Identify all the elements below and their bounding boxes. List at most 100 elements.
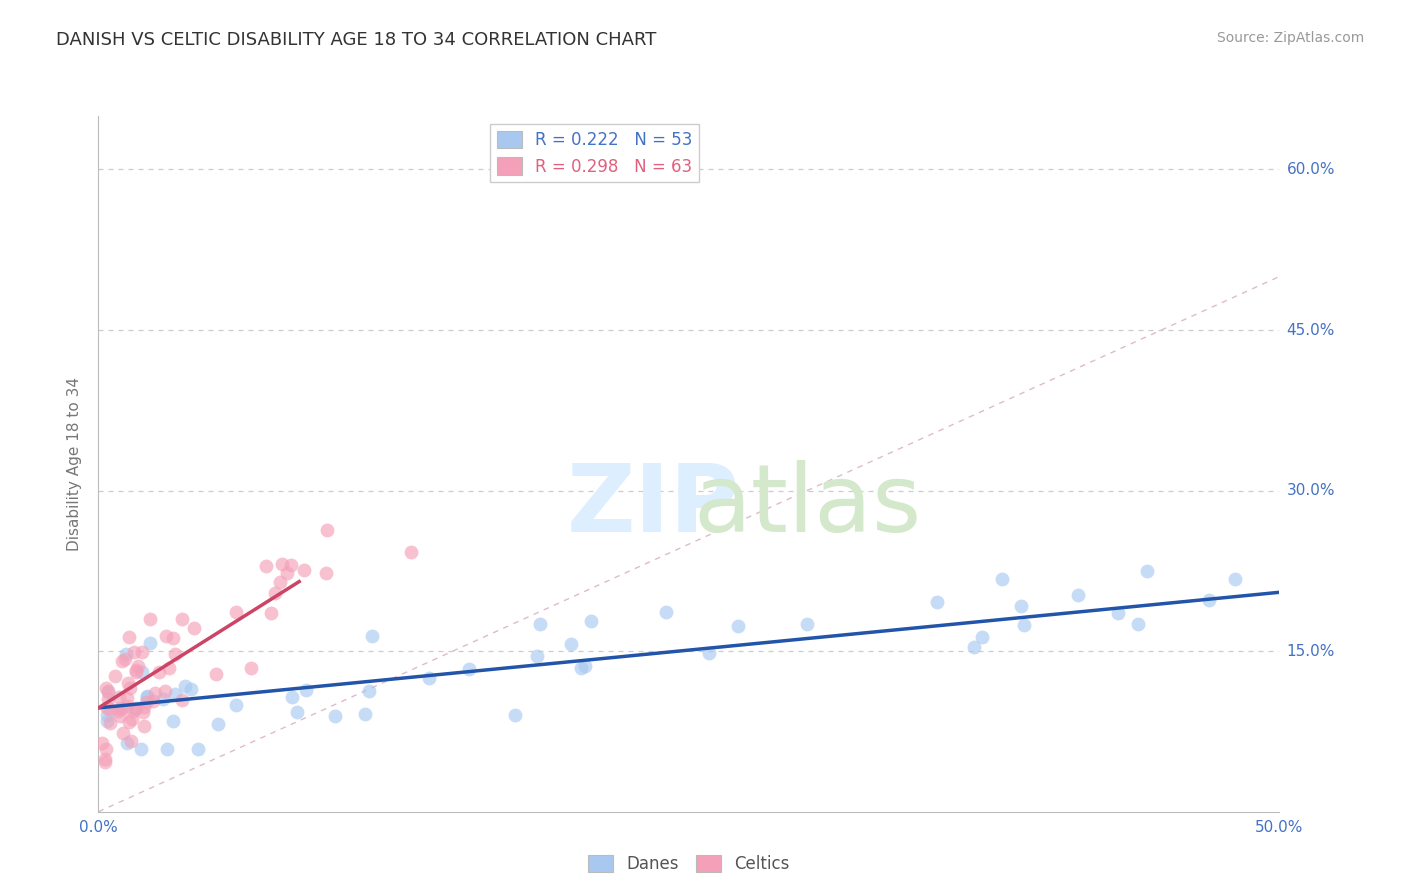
Point: [131, 705, 153, 719]
Point: [295, 683, 318, 698]
Point: [697, 646, 720, 660]
Point: [162, 714, 184, 728]
Point: [163, 687, 186, 701]
Point: [117, 676, 139, 690]
Text: atlas: atlas: [693, 459, 921, 551]
Point: [142, 694, 165, 708]
Point: [115, 691, 138, 706]
Point: [107, 704, 129, 718]
Point: [98, 715, 121, 730]
Text: 15.0%: 15.0%: [1286, 644, 1334, 658]
Point: [991, 572, 1014, 586]
Point: [97, 685, 120, 699]
Point: [927, 595, 949, 609]
Point: [1066, 588, 1088, 602]
Point: [1225, 572, 1247, 586]
Point: [122, 704, 145, 718]
Point: [239, 661, 262, 675]
Point: [655, 605, 678, 619]
Point: [254, 559, 277, 574]
Point: [225, 698, 247, 712]
Point: [98, 702, 121, 716]
Point: [323, 709, 346, 723]
Point: [357, 684, 380, 698]
Point: [107, 690, 129, 704]
Point: [173, 679, 195, 693]
Point: [94, 752, 117, 766]
Point: [1136, 564, 1159, 578]
Point: [727, 618, 749, 632]
Point: [529, 617, 551, 632]
Point: [796, 616, 818, 631]
Text: 60.0%: 60.0%: [1286, 162, 1334, 177]
Point: [560, 636, 582, 650]
Text: 45.0%: 45.0%: [1286, 323, 1334, 337]
Point: [225, 605, 247, 619]
Point: [260, 607, 283, 621]
Point: [1010, 599, 1032, 614]
Point: [162, 631, 184, 645]
Point: [114, 647, 136, 661]
Point: [118, 631, 141, 645]
Point: [579, 614, 602, 628]
Point: [108, 708, 131, 723]
Point: [125, 700, 148, 714]
Point: [96, 714, 118, 728]
Point: [117, 736, 139, 750]
Point: [90, 736, 112, 750]
Point: [152, 691, 174, 706]
Text: DANISH VS CELTIC DISABILITY AGE 18 TO 34 CORRELATION CHART: DANISH VS CELTIC DISABILITY AGE 18 TO 34…: [56, 31, 657, 49]
Point: [153, 683, 176, 698]
Point: [157, 660, 180, 674]
Point: [353, 706, 375, 721]
Point: [263, 586, 285, 600]
Point: [139, 635, 162, 649]
Point: [183, 621, 205, 635]
Point: [285, 706, 308, 720]
Point: [361, 629, 384, 643]
Point: [131, 665, 153, 679]
Point: [970, 630, 993, 644]
Point: [111, 654, 134, 668]
Point: [118, 681, 141, 695]
Point: [569, 661, 592, 675]
Point: [1107, 607, 1129, 621]
Point: [156, 742, 179, 756]
Point: [1126, 617, 1149, 632]
Point: [170, 693, 193, 707]
Point: [148, 665, 170, 680]
Point: [96, 742, 118, 756]
Point: [94, 755, 117, 769]
Point: [418, 671, 440, 685]
Point: [204, 666, 226, 681]
Point: [97, 692, 120, 706]
Point: [207, 717, 229, 731]
Legend: Danes, Celtics: Danes, Celtics: [582, 848, 796, 880]
Point: [124, 702, 146, 716]
Point: [125, 663, 148, 677]
Point: [104, 669, 127, 683]
Point: [136, 689, 159, 703]
Point: [280, 558, 302, 572]
Point: [1198, 592, 1220, 607]
Y-axis label: Disability Age 18 to 34: Disability Age 18 to 34: [67, 376, 83, 551]
Point: [1012, 618, 1035, 632]
Point: [96, 708, 118, 723]
Point: [163, 647, 186, 661]
Point: [121, 712, 143, 726]
Point: [170, 612, 193, 626]
Point: [963, 640, 986, 654]
Point: [187, 742, 209, 756]
Point: [135, 690, 157, 704]
Point: [120, 734, 142, 748]
Point: [111, 725, 134, 739]
Point: [180, 681, 202, 696]
Point: [143, 686, 166, 700]
Point: [124, 645, 146, 659]
Point: [96, 701, 118, 715]
Point: [131, 645, 153, 659]
Point: [315, 523, 337, 537]
Point: [114, 651, 136, 665]
Point: [574, 659, 596, 673]
Point: [505, 707, 527, 722]
